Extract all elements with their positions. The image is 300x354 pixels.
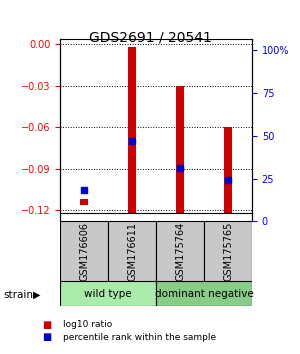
Text: GSM176606: GSM176606: [79, 222, 89, 281]
Text: GSM175765: GSM175765: [223, 222, 233, 281]
Bar: [60, 281, 156, 306]
Bar: [108, 221, 156, 281]
Text: ■: ■: [42, 320, 51, 330]
Bar: [156, 281, 252, 306]
Text: dominant negative: dominant negative: [154, 289, 254, 299]
Bar: [204, 221, 252, 281]
Bar: [224, 127, 232, 213]
Bar: [80, 199, 88, 205]
Text: percentile rank within the sample: percentile rank within the sample: [63, 332, 216, 342]
Bar: [60, 221, 108, 281]
Bar: [128, 47, 136, 213]
Text: GSM176611: GSM176611: [127, 222, 137, 281]
Bar: [176, 86, 184, 213]
Text: ■: ■: [42, 332, 51, 342]
Text: strain: strain: [3, 290, 33, 299]
Text: GSM175764: GSM175764: [175, 222, 185, 281]
Text: log10 ratio: log10 ratio: [63, 320, 112, 330]
Text: wild type: wild type: [84, 289, 132, 299]
Text: ▶: ▶: [33, 290, 40, 299]
Bar: [156, 221, 204, 281]
Text: GDS2691 / 20541: GDS2691 / 20541: [88, 30, 212, 44]
